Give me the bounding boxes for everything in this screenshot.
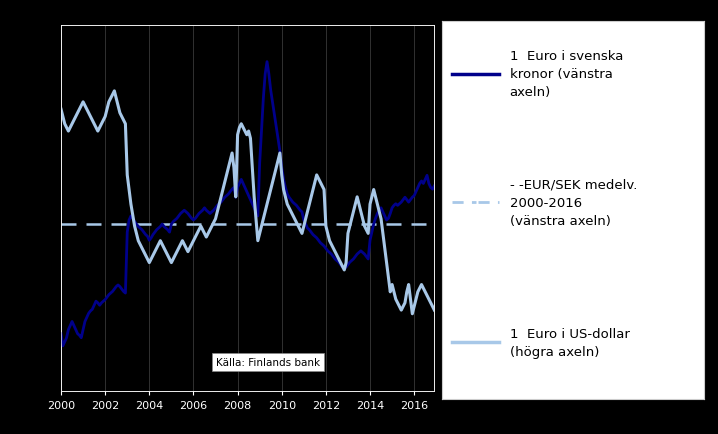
- Text: 1  Euro i svenska
kronor (vänstra
axeln): 1 Euro i svenska kronor (vänstra axeln): [510, 50, 623, 99]
- Text: 1  Euro i US-dollar
(högra axeln): 1 Euro i US-dollar (högra axeln): [510, 327, 630, 358]
- Text: - -EUR/SEK medelv.
2000-2016
(vänstra axeln): - -EUR/SEK medelv. 2000-2016 (vänstra ax…: [510, 178, 637, 227]
- Text: Källa: Finlands bank: Källa: Finlands bank: [216, 357, 320, 367]
